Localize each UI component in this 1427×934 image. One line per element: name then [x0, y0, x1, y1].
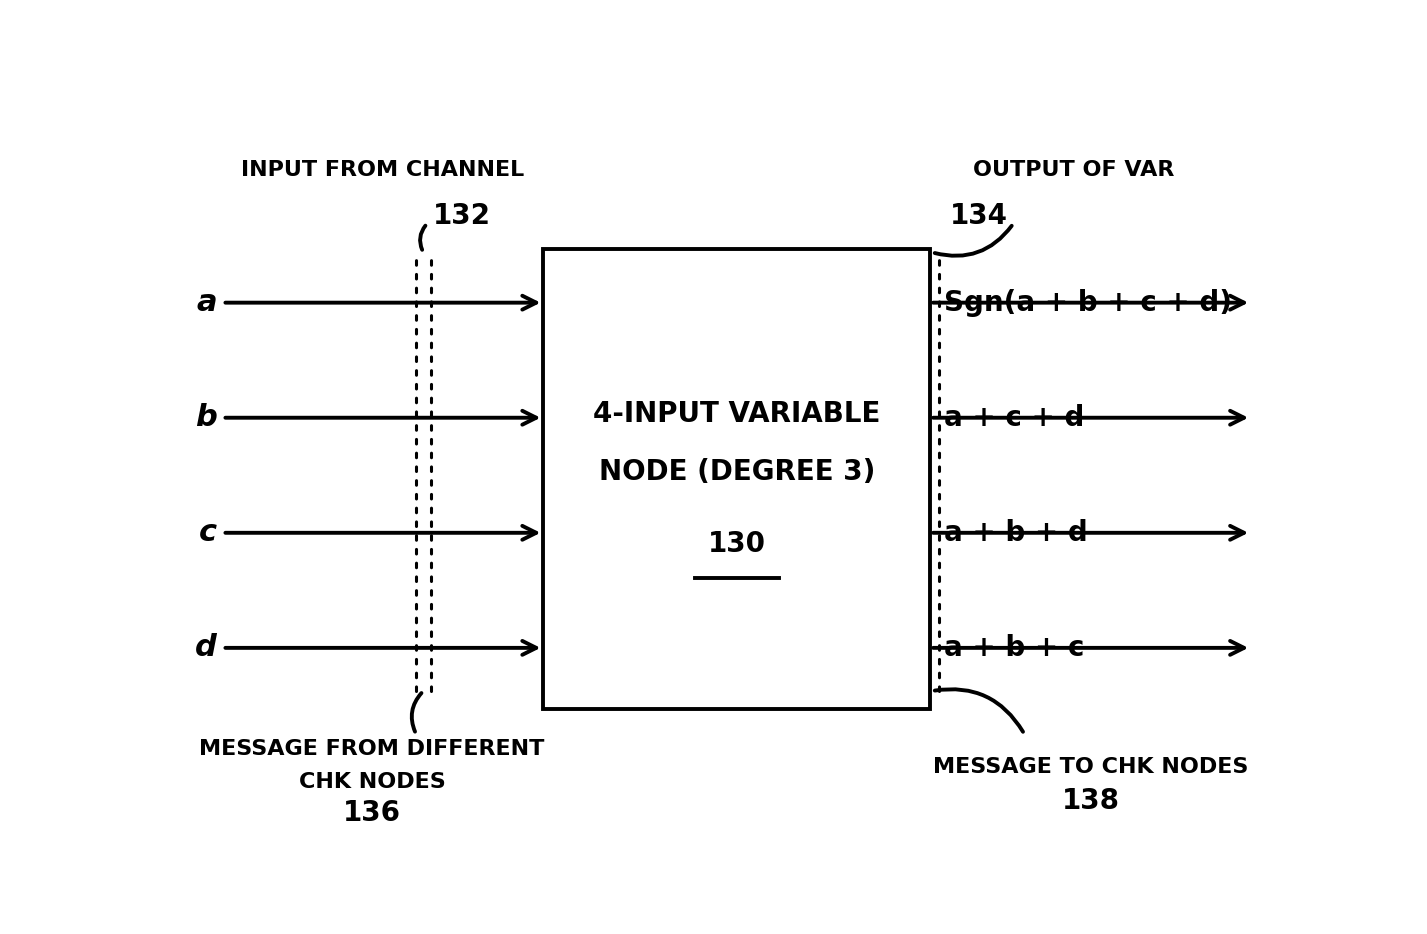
Text: a + b + c: a + b + c	[943, 634, 1085, 662]
Text: a + c + d: a + c + d	[943, 403, 1085, 432]
Text: b: b	[195, 403, 217, 432]
Text: 4-INPUT VARIABLE: 4-INPUT VARIABLE	[594, 400, 880, 428]
Text: 138: 138	[1062, 787, 1120, 815]
Text: c: c	[198, 518, 217, 547]
Bar	[544, 248, 930, 709]
Text: 132: 132	[432, 203, 491, 231]
Text: Sgn(a + b + c + d): Sgn(a + b + c + d)	[943, 289, 1232, 317]
Text: 136: 136	[342, 800, 401, 828]
Text: CHK NODES: CHK NODES	[298, 772, 445, 792]
Text: 134: 134	[950, 203, 1007, 231]
Text: OUTPUT OF VAR: OUTPUT OF VAR	[973, 160, 1174, 179]
Text: NODE (DEGREE 3): NODE (DEGREE 3)	[599, 458, 875, 486]
Text: a: a	[197, 289, 217, 318]
Text: 130: 130	[708, 530, 766, 558]
Text: MESSAGE TO CHK NODES: MESSAGE TO CHK NODES	[933, 757, 1249, 776]
Text: MESSAGE FROM DIFFERENT: MESSAGE FROM DIFFERENT	[200, 739, 545, 758]
Text: d: d	[195, 633, 217, 662]
Text: INPUT FROM CHANNEL: INPUT FROM CHANNEL	[241, 160, 525, 179]
Text: a + b + d: a + b + d	[943, 518, 1087, 546]
